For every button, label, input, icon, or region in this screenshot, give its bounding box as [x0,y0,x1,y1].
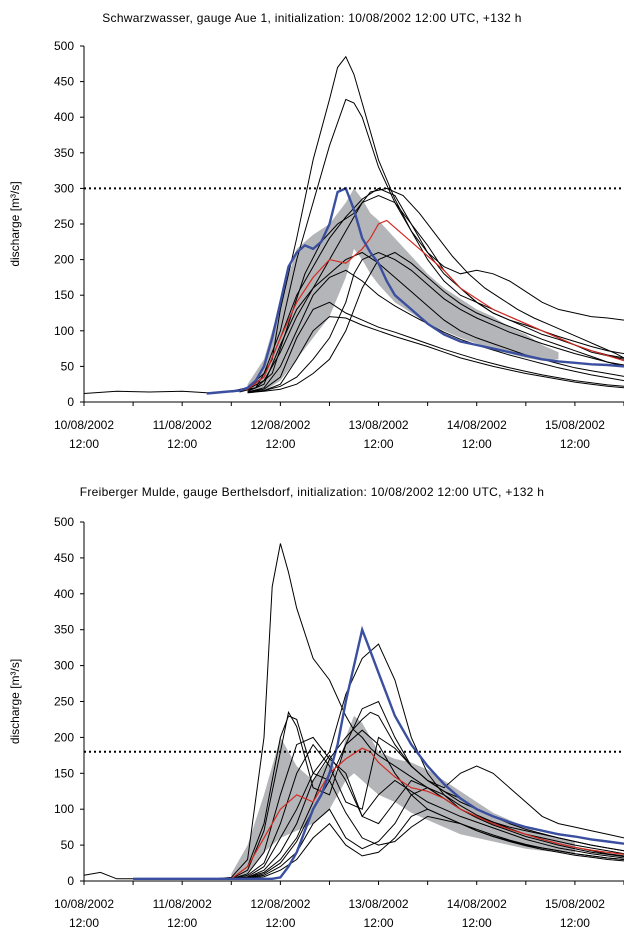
x-tick-label-time: 12:00 [364,437,394,451]
x-tick-label-date: 11/08/2002 [153,897,212,911]
y-axis-label: discharge [m³/s] [8,659,22,744]
y-tick-label: 250 [54,695,74,709]
y-tick-label: 500 [54,39,74,53]
x-tick-label-date: 15/08/2002 [545,418,605,432]
x-tick-label-date: 10/08/2002 [54,418,114,432]
y-tick-label: 150 [54,766,74,780]
ensemble-member-line [231,187,624,392]
x-tick-label-date: 14/08/2002 [447,897,507,911]
chart-panel-schwarzwasser: Schwarzwasser, gauge Aue 1, initializati… [8,11,624,451]
y-tick-label: 200 [54,253,74,267]
y-tick-label: 300 [54,181,74,195]
ensemble-member-line [247,301,624,393]
x-tick-label-time: 12:00 [167,916,197,930]
ensemble-member-line [247,251,624,394]
ensemble-member-line [247,251,624,393]
observed-line [133,625,624,880]
x-tick-label-date: 13/08/2002 [349,897,409,911]
y-tick-label: 50 [61,359,75,373]
y-tick-label: 100 [54,324,74,338]
chart-title: Freiberger Mulde, gauge Berthelsdorf, in… [79,485,545,499]
x-tick-label-date: 15/08/2002 [545,897,605,911]
y-tick-label: 50 [61,838,75,852]
y-tick-label: 0 [67,395,74,409]
ensemble-member-line [231,754,624,880]
x-tick-label-date: 11/08/2002 [153,418,212,432]
y-tick-label: 450 [54,551,74,565]
x-tick-label-date: 12/08/2002 [250,897,310,911]
uncertainty-band [247,188,559,394]
y-tick-label: 250 [54,217,74,231]
x-tick-label-date: 12/08/2002 [250,418,310,432]
ensemble-member-line [239,187,624,393]
y-tick-label: 100 [54,802,74,816]
median-line [230,747,624,880]
uncertainty-band [231,715,575,880]
ensemble-member-line [231,194,624,393]
x-tick-label-time: 12:00 [364,916,394,930]
y-tick-label: 0 [67,874,74,888]
ensemble-member-line [231,808,624,880]
x-tick-label-date: 14/08/2002 [447,418,507,432]
y-tick-label: 350 [54,623,74,637]
y-tick-label: 150 [54,288,74,302]
chart-panel-freiberger-mulde: Freiberger Mulde, gauge Berthelsdorf, in… [0,466,624,932]
x-tick-label-time: 12:00 [462,437,492,451]
ensemble-member-line [231,779,624,880]
x-tick-label-time: 12:00 [560,916,590,930]
x-tick-label-time: 12:00 [167,437,197,451]
x-tick-label-time: 12:00 [69,916,99,930]
x-tick-label-time: 12:00 [69,437,99,451]
y-tick-label: 400 [54,587,74,601]
y-tick-label: 450 [54,75,74,89]
x-tick-label-date: 10/08/2002 [54,897,114,911]
y-tick-label: 500 [54,515,74,529]
x-tick-label-time: 12:00 [265,437,295,451]
chart-plot: 0 50 100 150 200 250 300 350 400 450 500 10/08/2002… [8,39,624,451]
x-tick-label-time: 12:00 [265,916,295,930]
ensemble-member-line [83,543,624,880]
y-tick-label: 300 [54,659,74,673]
chart-plot: 0 50 100 150 200 250 300 350 400 450 500 10/08/2002… [8,515,624,930]
y-tick-label: 400 [54,110,74,124]
ensemble-member-line [231,736,624,880]
median-line [231,219,624,393]
x-tick-label-time: 12:00 [462,916,492,930]
ensemble-member-line [247,316,624,393]
observed-line [206,186,624,395]
y-axis-label: discharge [m³/s] [8,181,22,266]
y-tick-label: 350 [54,146,74,160]
y-tick-label: 200 [54,730,74,744]
chart-title: Schwarzwasser, gauge Aue 1, initializati… [102,11,522,25]
x-tick-label-date: 13/08/2002 [349,418,409,432]
ensemble-member-line [247,251,624,392]
x-tick-label-time: 12:00 [560,437,590,451]
